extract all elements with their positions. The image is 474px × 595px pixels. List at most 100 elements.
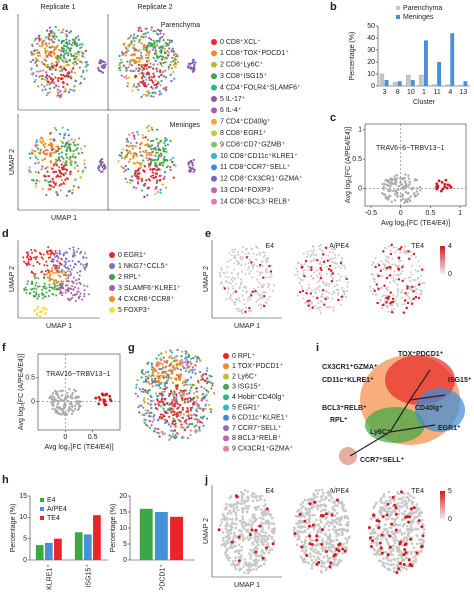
cell-dot <box>394 264 397 267</box>
cell-dot <box>60 145 63 148</box>
cell-dot <box>396 557 400 560</box>
cell-dot <box>189 400 192 403</box>
cell-dot <box>128 133 131 136</box>
cell-dot <box>417 512 420 516</box>
cell-dot <box>237 562 241 566</box>
cell-dot <box>192 170 195 173</box>
cell-dot <box>39 149 42 152</box>
cell-dot <box>157 154 161 157</box>
cell-dot <box>337 272 340 275</box>
cell-dot <box>149 162 153 165</box>
cell-dot <box>155 186 158 189</box>
cell-dot <box>301 289 305 293</box>
cell-dot <box>168 356 171 359</box>
cell-dot <box>189 406 193 410</box>
cell-dot <box>160 50 163 53</box>
cell-dot <box>370 272 373 275</box>
cell-dot <box>384 550 388 554</box>
cell-dot <box>270 273 273 276</box>
cell-dot <box>253 559 256 563</box>
legend-swatch <box>223 363 229 370</box>
cell-dot <box>130 64 133 67</box>
cell-dot <box>169 73 172 76</box>
cell-dot <box>394 558 397 562</box>
cell-dot <box>292 526 296 529</box>
cell-dot <box>205 369 209 372</box>
cell-dot <box>51 395 55 398</box>
cell-dot <box>51 259 54 262</box>
cell-dot <box>312 555 316 558</box>
cell-dot <box>186 397 189 400</box>
label: A/PE4 <box>329 488 349 495</box>
cell-dot <box>309 547 312 551</box>
cell-dot <box>439 189 443 193</box>
cell-dot <box>318 279 321 282</box>
cell-dot <box>300 545 304 549</box>
cell-dot <box>409 524 413 527</box>
cell-dot <box>269 270 273 273</box>
cell-dot <box>326 538 330 541</box>
cell-dot <box>270 537 274 540</box>
cell-dot <box>343 293 346 296</box>
legend-label: 1 TOX⁺PDCD1⁺ <box>232 363 283 370</box>
cell-dot <box>230 527 233 531</box>
cell-dot <box>62 54 65 57</box>
cell-dot <box>417 283 421 286</box>
cell-dot <box>266 286 269 289</box>
cell-dot <box>65 38 68 41</box>
cell-dot <box>415 292 418 295</box>
cell-dot <box>156 361 160 364</box>
cell-dot <box>77 403 81 407</box>
cell-dot <box>64 145 67 148</box>
cell-dot <box>259 554 263 558</box>
cell-dot <box>62 404 66 407</box>
cell-dot <box>303 552 306 555</box>
cell-dot <box>187 355 190 359</box>
cell-dot <box>252 548 255 552</box>
cell-dot <box>261 265 264 268</box>
cell-dot <box>172 176 175 179</box>
cell-dot <box>371 293 374 296</box>
cell-dot <box>338 279 341 282</box>
cell-dot <box>55 190 58 194</box>
cell-dot <box>403 492 406 495</box>
cell-dot <box>164 186 167 189</box>
cell-dot <box>118 67 121 70</box>
cell-dot <box>53 86 56 89</box>
cell-dot <box>128 150 131 153</box>
cell-dot <box>388 495 392 499</box>
cell-dot <box>311 523 315 527</box>
cell-dot <box>56 149 60 152</box>
cell-dot <box>176 60 180 64</box>
cell-dot <box>386 502 390 506</box>
cell-dot <box>72 141 75 144</box>
cell-dot <box>69 50 72 53</box>
cell-dot <box>197 418 200 422</box>
cell-dot <box>166 143 169 146</box>
cell-dot <box>69 274 72 277</box>
cell-dot <box>70 268 73 271</box>
cell-dot <box>407 292 410 295</box>
cell-dot <box>56 192 59 195</box>
cell-dot <box>263 499 266 502</box>
cell-dot <box>45 287 48 290</box>
cell-dot <box>73 64 76 67</box>
cell-dot <box>150 26 153 29</box>
cell-dot <box>235 503 238 506</box>
y-tick-label: 50 <box>367 23 375 30</box>
cell-dot <box>322 282 325 285</box>
cell-dot <box>299 515 302 518</box>
cell-dot <box>194 428 197 431</box>
cell-dot <box>142 159 145 162</box>
cell-dot <box>182 380 185 383</box>
cell-dot <box>259 297 262 300</box>
cell-dot <box>227 276 230 279</box>
cell-dot <box>380 275 383 278</box>
cell-dot <box>379 268 382 271</box>
cell-dot <box>325 522 328 526</box>
y-tick-label: 0 <box>23 557 27 564</box>
cell-dot <box>156 151 160 155</box>
cell-dot <box>336 552 340 556</box>
cell-dot <box>150 79 154 82</box>
cell-dot <box>375 524 378 528</box>
